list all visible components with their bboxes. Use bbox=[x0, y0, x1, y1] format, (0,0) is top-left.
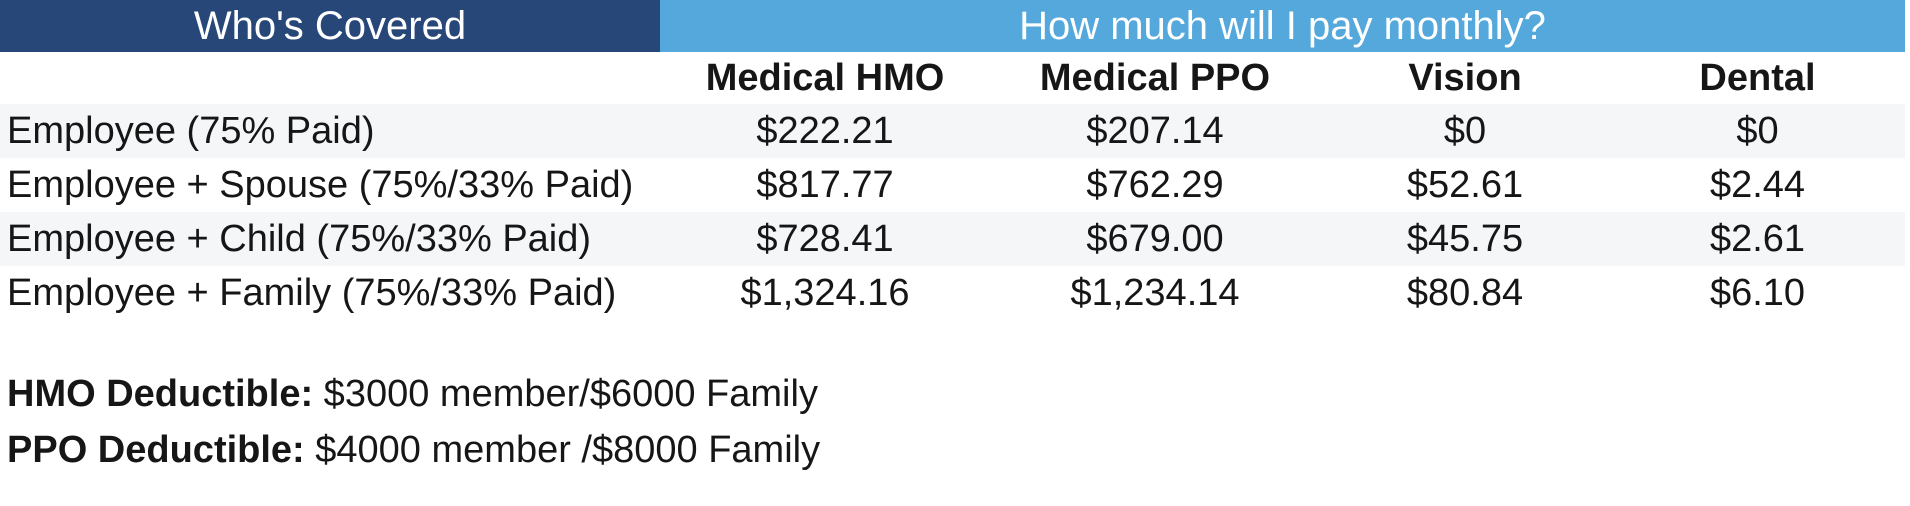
cell-vision: $0 bbox=[1443, 109, 1487, 152]
column-header-dental: Dental bbox=[1699, 56, 1816, 99]
table-row-employee-child: Employee + Child (75%/33% Paid) $728.41 … bbox=[0, 212, 1905, 266]
ppo-deductible-label: PPO Deductible: bbox=[7, 429, 305, 471]
row-label: Employee + Family (75%/33% Paid) bbox=[7, 271, 617, 314]
ppo-deductible-note: PPO Deductible: $4000 member /$8000 Fami… bbox=[7, 422, 1910, 478]
row-label: Employee (75% Paid) bbox=[7, 109, 375, 152]
table-row-employee-family: Employee + Family (75%/33% Paid) $1,324.… bbox=[0, 266, 1905, 320]
hmo-deductible-value: $3000 member/$6000 Family bbox=[313, 373, 818, 415]
cell-dental: $2.61 bbox=[1709, 217, 1806, 260]
column-header-vision: Vision bbox=[1408, 56, 1522, 99]
column-header-row: Medical HMO Medical PPO Vision Dental bbox=[0, 52, 1905, 104]
hmo-deductible-note: HMO Deductible: $3000 member/$6000 Famil… bbox=[7, 366, 1910, 422]
cell-medical-hmo: $1,324.16 bbox=[740, 271, 910, 314]
cell-medical-ppo: $679.00 bbox=[1086, 217, 1224, 260]
table-row-employee-spouse: Employee + Spouse (75%/33% Paid) $817.77… bbox=[0, 158, 1905, 212]
table-row-employee: Employee (75% Paid) $222.21 $207.14 $0 $… bbox=[0, 104, 1905, 158]
cell-medical-hmo: $728.41 bbox=[756, 217, 894, 260]
row-label: Employee + Spouse (75%/33% Paid) bbox=[7, 163, 634, 206]
column-header-medical-ppo: Medical PPO bbox=[1039, 56, 1271, 99]
whos-covered-header: Who's Covered bbox=[0, 0, 660, 52]
cell-medical-ppo: $1,234.14 bbox=[1070, 271, 1240, 314]
monthly-pay-header: How much will I pay monthly? bbox=[660, 0, 1905, 52]
cell-dental: $6.10 bbox=[1709, 271, 1806, 314]
hmo-deductible-label: HMO Deductible: bbox=[7, 373, 314, 415]
cell-vision: $45.75 bbox=[1406, 217, 1524, 260]
deductible-notes: HMO Deductible: $3000 member/$6000 Famil… bbox=[0, 366, 1910, 478]
cell-medical-ppo: $207.14 bbox=[1086, 109, 1224, 152]
cell-dental: $0 bbox=[1736, 109, 1779, 152]
cell-medical-hmo: $817.77 bbox=[756, 163, 894, 206]
column-header-medical-hmo: Medical HMO bbox=[705, 56, 945, 99]
cell-vision: $52.61 bbox=[1406, 163, 1524, 206]
ppo-deductible-value: $4000 member /$8000 Family bbox=[304, 429, 821, 471]
row-label: Employee + Child (75%/33% Paid) bbox=[7, 217, 592, 260]
cell-medical-hmo: $222.21 bbox=[756, 109, 894, 152]
cell-medical-ppo: $762.29 bbox=[1086, 163, 1224, 206]
cell-vision: $80.84 bbox=[1406, 271, 1524, 314]
cell-dental: $2.44 bbox=[1709, 163, 1806, 206]
table-header-banner: Who's Covered How much will I pay monthl… bbox=[0, 0, 1905, 52]
